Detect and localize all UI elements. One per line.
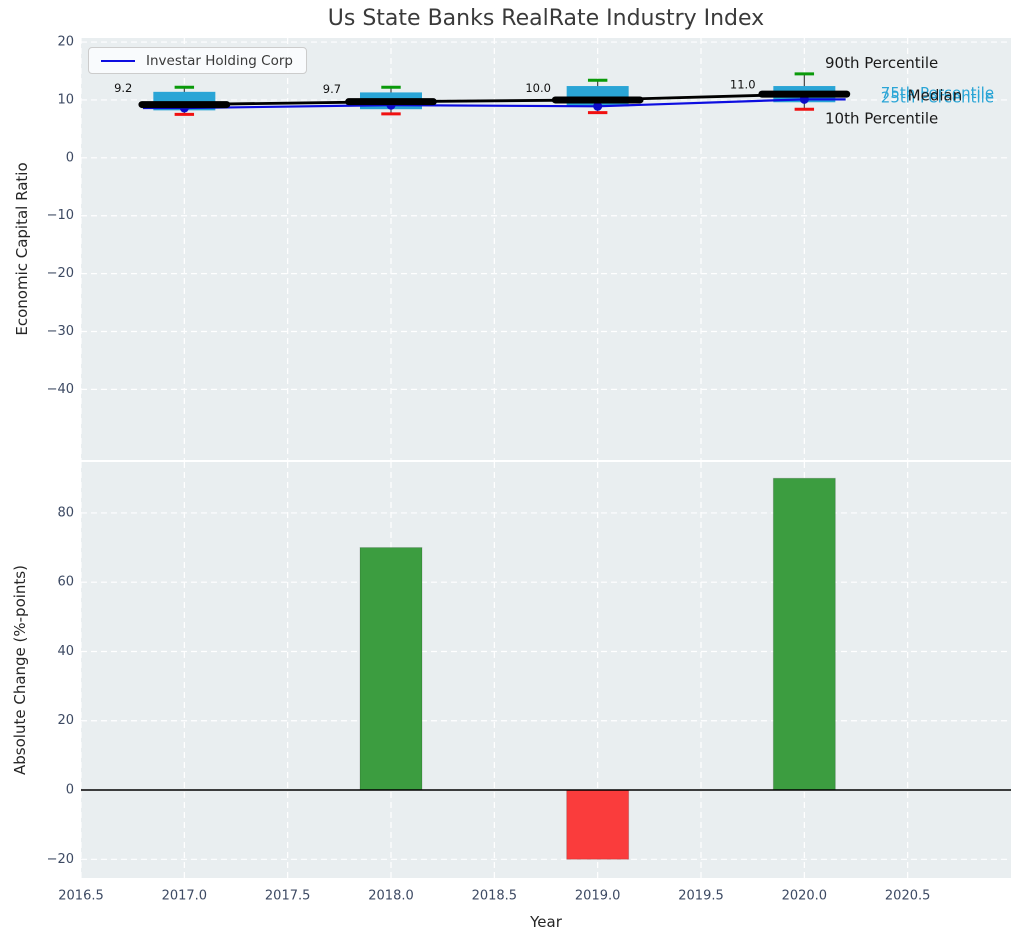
legend-line-sample xyxy=(101,59,135,62)
bar-2020 xyxy=(772,477,836,791)
xtick-2017.0: 2017.0 xyxy=(162,889,208,904)
xtick-2020.5: 2020.5 xyxy=(885,889,931,904)
ytick-bottom-60: 60 xyxy=(57,575,74,590)
ytick-bottom-−20: −20 xyxy=(47,852,74,867)
xtick-2016.5: 2016.5 xyxy=(58,889,104,904)
chart-title: Us State Banks RealRate Industry Index xyxy=(327,6,765,31)
xtick-2019.5: 2019.5 xyxy=(678,889,724,904)
annotation-90th-percentile: 90th Percentile xyxy=(825,54,938,72)
y-axis-label-bottom: Absolute Change (%-points) xyxy=(11,565,29,775)
ytick-top-0: 0 xyxy=(66,150,74,165)
ytick-top-20: 20 xyxy=(57,35,74,50)
annotation-median: Median xyxy=(908,86,963,104)
legend: Investar Holding Corp xyxy=(88,47,307,74)
annotation-10th-percentile: 10th Percentile xyxy=(825,109,938,127)
y-axis-label-top: Economic Capital Ratio xyxy=(13,162,31,336)
ytick-bottom-80: 80 xyxy=(57,505,74,520)
xtick-2017.5: 2017.5 xyxy=(265,889,311,904)
xtick-2019.0: 2019.0 xyxy=(575,889,621,904)
median-value-label-9.2: 9.2 xyxy=(114,81,132,95)
company-dot-2019 xyxy=(593,101,603,111)
ytick-top-−10: −10 xyxy=(47,208,74,223)
xtick-2018.5: 2018.5 xyxy=(472,889,518,904)
ytick-top-10: 10 xyxy=(57,92,74,107)
ytick-bottom-0: 0 xyxy=(66,783,74,798)
annotation-75th-percentile: 75th Percentile xyxy=(881,84,994,102)
x-axis-label: Year xyxy=(530,913,562,931)
median-value-label-11.0: 11.0 xyxy=(730,77,756,91)
median-connector xyxy=(184,92,805,106)
median-value-label-10.0: 10.0 xyxy=(525,81,551,95)
axes-background-bottom xyxy=(81,462,1011,878)
xtick-2020.0: 2020.0 xyxy=(782,889,828,904)
xtick-2018.0: 2018.0 xyxy=(368,889,414,904)
ytick-top-−40: −40 xyxy=(47,382,74,397)
ytick-bottom-20: 20 xyxy=(57,713,74,728)
legend-label: Investar Holding Corp xyxy=(146,52,293,69)
annotation-25th-percentile: 25th Percentile xyxy=(881,89,994,107)
median-value-label-9.7: 9.7 xyxy=(323,82,341,96)
ytick-bottom-40: 40 xyxy=(57,644,74,659)
bar-2019 xyxy=(566,789,630,860)
ytick-top-−30: −30 xyxy=(47,324,74,339)
bar-2018 xyxy=(359,547,423,791)
ytick-top-−20: −20 xyxy=(47,266,74,281)
